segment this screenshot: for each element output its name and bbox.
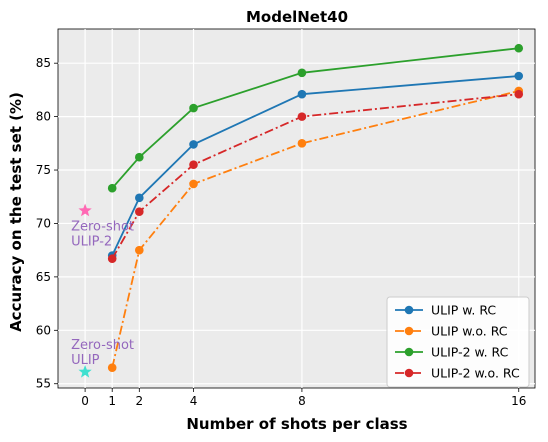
- series-3-point: [297, 68, 307, 78]
- y-tick-label: 80: [36, 110, 51, 124]
- y-axis-ticks: 55 60 65 70 75 80 85: [36, 56, 58, 391]
- series-4-point: [107, 254, 117, 264]
- legend: ULIP w. RC ULIP w.o. RC ULIP-2 w. RC ULIP-2…: [386, 296, 530, 388]
- series-4-point: [189, 160, 198, 169]
- series-3-point: [189, 103, 198, 113]
- series-2-point: [135, 245, 144, 255]
- zero-shot-label-line: ULIP: [71, 353, 100, 368]
- legend-box: [386, 296, 530, 388]
- y-axis-label: Accuracy on the test set (%): [7, 92, 25, 332]
- zero-shot-label-line: Zero-shot: [71, 338, 134, 353]
- x-tick-label: 4: [190, 394, 198, 408]
- legend-label: ULIP w.o. RC: [431, 324, 508, 339]
- y-tick-label: 85: [36, 56, 51, 70]
- legend-swatch-marker: [404, 326, 414, 336]
- y-tick-label: 70: [36, 216, 51, 230]
- legend-label: ULIP-2 w.o. RC: [431, 366, 520, 381]
- zero-shot-label-line: Zero-shot: [71, 220, 134, 235]
- zero-shot-label-1: Zero-shot ULIP-2: [71, 220, 134, 250]
- legend-swatch-marker: [404, 305, 414, 315]
- series-1-point: [135, 193, 144, 203]
- x-tick-label: 0: [81, 394, 89, 408]
- series-2-point: [297, 139, 307, 148]
- zero-shot-label-line: ULIP-2: [71, 235, 112, 250]
- zero-shot-star-2: [78, 364, 92, 378]
- x-tick-label: 16: [511, 394, 526, 408]
- x-tick-label: 1: [108, 394, 116, 408]
- x-axis-label: Number of shots per class: [186, 415, 407, 433]
- legend-swatch-marker: [404, 368, 414, 378]
- legend-label: ULIP w. RC: [431, 303, 496, 318]
- legend-swatch-marker: [404, 347, 414, 357]
- series-2-point: [107, 363, 117, 372]
- zero-shot-label-2: Zero-shot ULIP: [71, 338, 134, 368]
- series-1-point: [189, 140, 198, 149]
- y-tick-label: 65: [36, 270, 51, 284]
- x-axis-ticks: 0 1 2 4 8 16: [81, 388, 526, 408]
- zero-shot-star-1: [78, 203, 92, 217]
- series-2-point: [189, 179, 198, 189]
- series-3-point: [135, 152, 144, 162]
- chart-title: ModelNet40: [246, 8, 348, 26]
- series-4-point: [135, 207, 144, 217]
- y-tick-label: 55: [36, 377, 51, 391]
- series-4-point: [297, 112, 307, 121]
- y-tick-label: 75: [36, 163, 51, 177]
- series-1-point: [514, 71, 524, 81]
- series-3-point: [107, 183, 117, 193]
- x-tick-label: 8: [298, 394, 306, 408]
- series-1-point: [297, 89, 307, 99]
- x-tick-label: 2: [135, 394, 143, 408]
- series-3-point: [514, 43, 524, 53]
- legend-label: ULIP-2 w. RC: [431, 345, 509, 360]
- series-group: [107, 43, 524, 372]
- y-tick-label: 60: [36, 323, 51, 337]
- series-4-point: [514, 89, 524, 99]
